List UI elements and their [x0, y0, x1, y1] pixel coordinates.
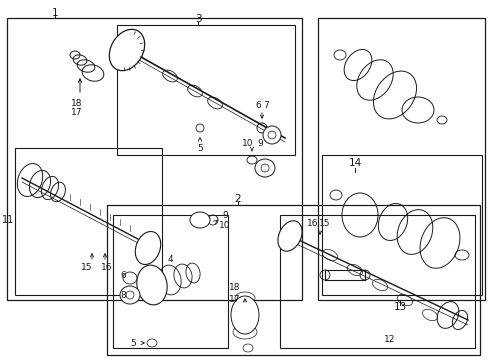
Text: 12: 12 [384, 336, 395, 345]
Text: 1: 1 [52, 8, 58, 18]
Bar [7, 18, 302, 300]
Bar [317, 18, 484, 300]
Text: 10: 10 [242, 139, 253, 148]
Text: 16: 16 [306, 219, 318, 228]
Ellipse shape [263, 126, 281, 144]
Text: 3: 3 [194, 14, 201, 24]
Bar [113, 215, 227, 348]
Text: 14: 14 [347, 158, 361, 168]
Ellipse shape [230, 296, 259, 334]
Ellipse shape [137, 265, 167, 305]
Bar [321, 155, 481, 295]
Bar [107, 205, 479, 355]
Text: 13: 13 [392, 302, 406, 312]
Text: 18: 18 [229, 284, 240, 292]
Text: 6: 6 [120, 270, 125, 279]
Bar [117, 25, 294, 155]
Text: 9: 9 [222, 211, 227, 220]
Text: 10: 10 [219, 220, 230, 230]
Ellipse shape [190, 212, 209, 228]
Text: 17: 17 [229, 296, 240, 305]
Text: 16: 16 [101, 264, 113, 273]
Text: 15: 15 [319, 219, 330, 228]
Ellipse shape [135, 231, 161, 265]
Text: 5: 5 [130, 338, 136, 347]
Text: 11: 11 [2, 215, 14, 225]
Bar [15, 148, 162, 295]
Ellipse shape [277, 221, 302, 251]
Ellipse shape [120, 286, 140, 304]
Ellipse shape [254, 159, 274, 177]
Text: 5: 5 [197, 144, 203, 153]
Text: 17: 17 [71, 108, 82, 117]
Text: 8: 8 [120, 291, 125, 300]
Text: 7: 7 [263, 100, 268, 109]
Text: 4: 4 [167, 256, 172, 265]
Text: 6: 6 [255, 100, 260, 109]
Text: 15: 15 [81, 264, 93, 273]
Ellipse shape [109, 29, 144, 71]
Text: 18: 18 [71, 99, 82, 108]
Text: 9: 9 [257, 139, 263, 148]
Text: 2: 2 [234, 194, 241, 204]
Bar [280, 215, 474, 348]
